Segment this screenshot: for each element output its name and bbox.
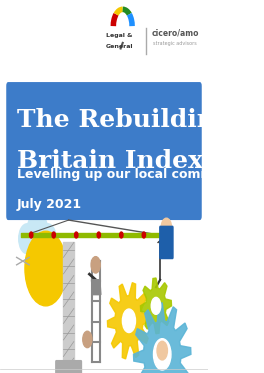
Circle shape — [75, 232, 78, 238]
Text: strategic advisors: strategic advisors — [153, 41, 197, 46]
Text: Britain Index: Britain Index — [17, 149, 203, 173]
Polygon shape — [92, 280, 101, 295]
Circle shape — [161, 218, 172, 237]
Text: The Rebuilding: The Rebuilding — [17, 108, 232, 132]
Circle shape — [165, 232, 168, 238]
Text: cicero/amo: cicero/amo — [152, 28, 199, 37]
FancyBboxPatch shape — [55, 360, 82, 373]
Circle shape — [25, 231, 67, 306]
Circle shape — [157, 341, 167, 360]
Circle shape — [142, 232, 145, 238]
Circle shape — [97, 232, 101, 238]
Circle shape — [120, 232, 123, 238]
Circle shape — [122, 309, 135, 333]
Text: Levelling up our local communities: Levelling up our local communities — [17, 168, 261, 181]
Circle shape — [19, 224, 35, 254]
Polygon shape — [140, 278, 172, 334]
Circle shape — [83, 331, 92, 348]
Polygon shape — [134, 303, 191, 373]
Text: General: General — [106, 44, 134, 50]
Text: July 2021: July 2021 — [17, 198, 82, 211]
FancyBboxPatch shape — [159, 226, 174, 259]
Circle shape — [52, 232, 55, 238]
Circle shape — [40, 224, 56, 254]
Circle shape — [151, 297, 161, 314]
Circle shape — [91, 257, 100, 273]
Polygon shape — [107, 283, 150, 359]
Circle shape — [30, 232, 33, 238]
Circle shape — [153, 339, 171, 370]
Text: Legal &: Legal & — [106, 33, 133, 38]
FancyBboxPatch shape — [6, 82, 202, 220]
Circle shape — [27, 213, 48, 250]
